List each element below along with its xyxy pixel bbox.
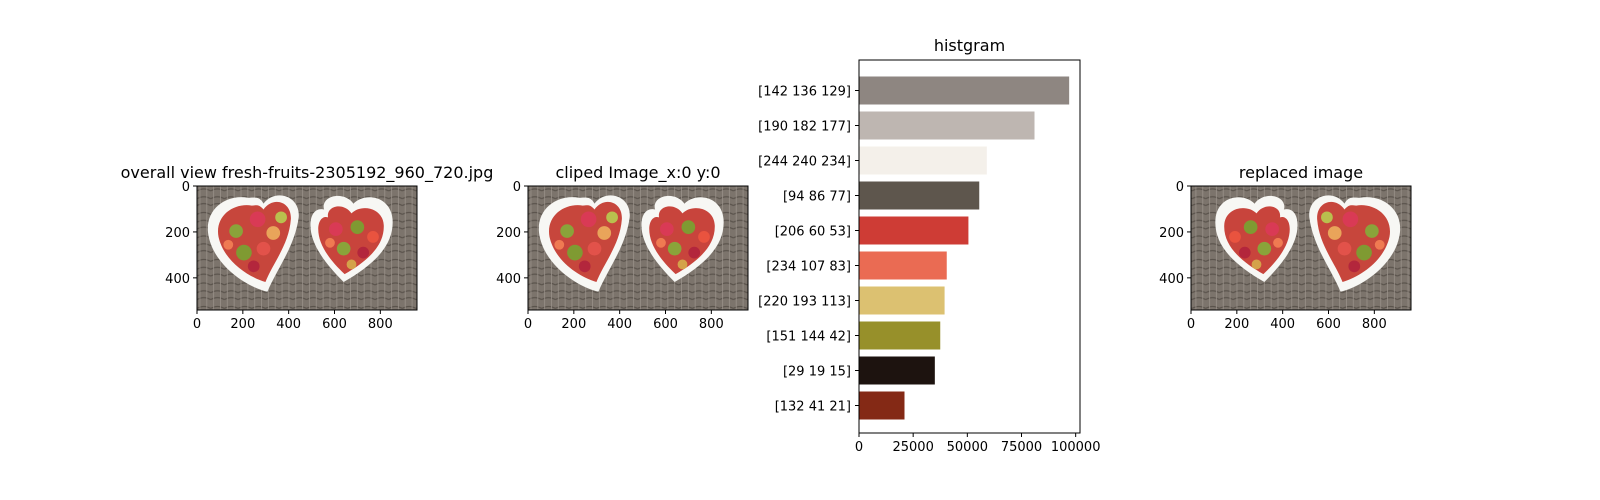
x-tick-label: 400 [607, 317, 632, 332]
axes-frame [858, 59, 1081, 434]
fruit-photo [528, 186, 748, 310]
y-tick-label: 200 [496, 226, 521, 241]
bar [859, 321, 941, 350]
x-tick-label: 400 [1270, 317, 1295, 332]
bar [859, 76, 1070, 105]
fruit-image [197, 186, 417, 310]
category-label: [132 41 21] [775, 400, 851, 415]
panel-title: cliped Image_x:0 y:0 [555, 163, 720, 183]
fruit-image [528, 186, 748, 310]
x-tick-label: 600 [1316, 317, 1341, 332]
x-tick-label: 0 [193, 317, 201, 332]
histogram-title: histgram [934, 36, 1005, 55]
fruit-photo [197, 186, 417, 310]
x-tick-label: 0 [855, 440, 863, 455]
y-tick-label: 400 [496, 272, 521, 287]
category-label: [151 144 42] [766, 330, 851, 345]
category-label: [94 86 77] [783, 190, 851, 205]
y-tick-label: 0 [182, 180, 190, 195]
category-label: [234 107 83] [766, 260, 851, 275]
bar [859, 356, 935, 385]
x-tick-label: 600 [322, 317, 347, 332]
bar [859, 286, 945, 315]
panel-histogram: histgram [142 136 129] [190 182 177] [244 2… [758, 36, 1100, 455]
category-label: [244 240 234] [758, 155, 851, 170]
axes-frame [1190, 185, 1412, 311]
x-tick-label: 600 [653, 317, 678, 332]
bar [859, 111, 1035, 140]
x-tick-label: 25000 [892, 440, 933, 455]
x-tick-label: 50000 [947, 440, 988, 455]
category-label: [190 182 177] [758, 120, 851, 135]
fruit-photo-mirrored [1191, 186, 1411, 310]
panel-clipped-image: cliped Image_x:0 y:0 0 200 400 600 800 0 200 400 [496, 163, 749, 332]
axes-frame [527, 185, 749, 311]
axes-frame [196, 185, 418, 311]
category-label: [142 136 129] [758, 85, 851, 100]
y-tick-label: 0 [513, 180, 521, 195]
x-tick-label: 400 [276, 317, 301, 332]
y-tick-label: 200 [1159, 226, 1184, 241]
x-tick-label: 200 [230, 317, 255, 332]
panel-title: replaced image [1239, 163, 1363, 182]
bar [859, 251, 947, 280]
x-tick-label: 100000 [1051, 440, 1101, 455]
x-tick-label: 0 [524, 317, 532, 332]
x-tick-label: 200 [1224, 317, 1249, 332]
bar [859, 181, 980, 210]
x-tick-label: 75000 [1001, 440, 1042, 455]
category-label: [206 60 53] [775, 225, 851, 240]
x-tick-label: 800 [699, 317, 724, 332]
category-label: [29 19 15] [783, 365, 851, 380]
y-tick-label: 400 [1159, 272, 1184, 287]
bar [859, 146, 987, 175]
panel-replaced-image: replaced image 0 200 400 600 800 0 200 400 [1159, 163, 1412, 332]
panel-overall-view: overall view fresh-fruits-2305192_960_72… [121, 163, 494, 332]
x-tick-label: 0 [1187, 317, 1195, 332]
y-tick-label: 200 [165, 226, 190, 241]
x-tick-label: 200 [561, 317, 586, 332]
fruit-image [1191, 186, 1411, 310]
y-tick-label: 0 [1176, 180, 1184, 195]
panel-title: overall view fresh-fruits-2305192_960_72… [121, 163, 494, 183]
bar [859, 216, 969, 245]
category-label: [220 193 113] [758, 295, 851, 310]
y-tick-label: 400 [165, 272, 190, 287]
x-tick-label: 800 [368, 317, 393, 332]
bar [859, 391, 905, 420]
x-tick-label: 800 [1362, 317, 1387, 332]
